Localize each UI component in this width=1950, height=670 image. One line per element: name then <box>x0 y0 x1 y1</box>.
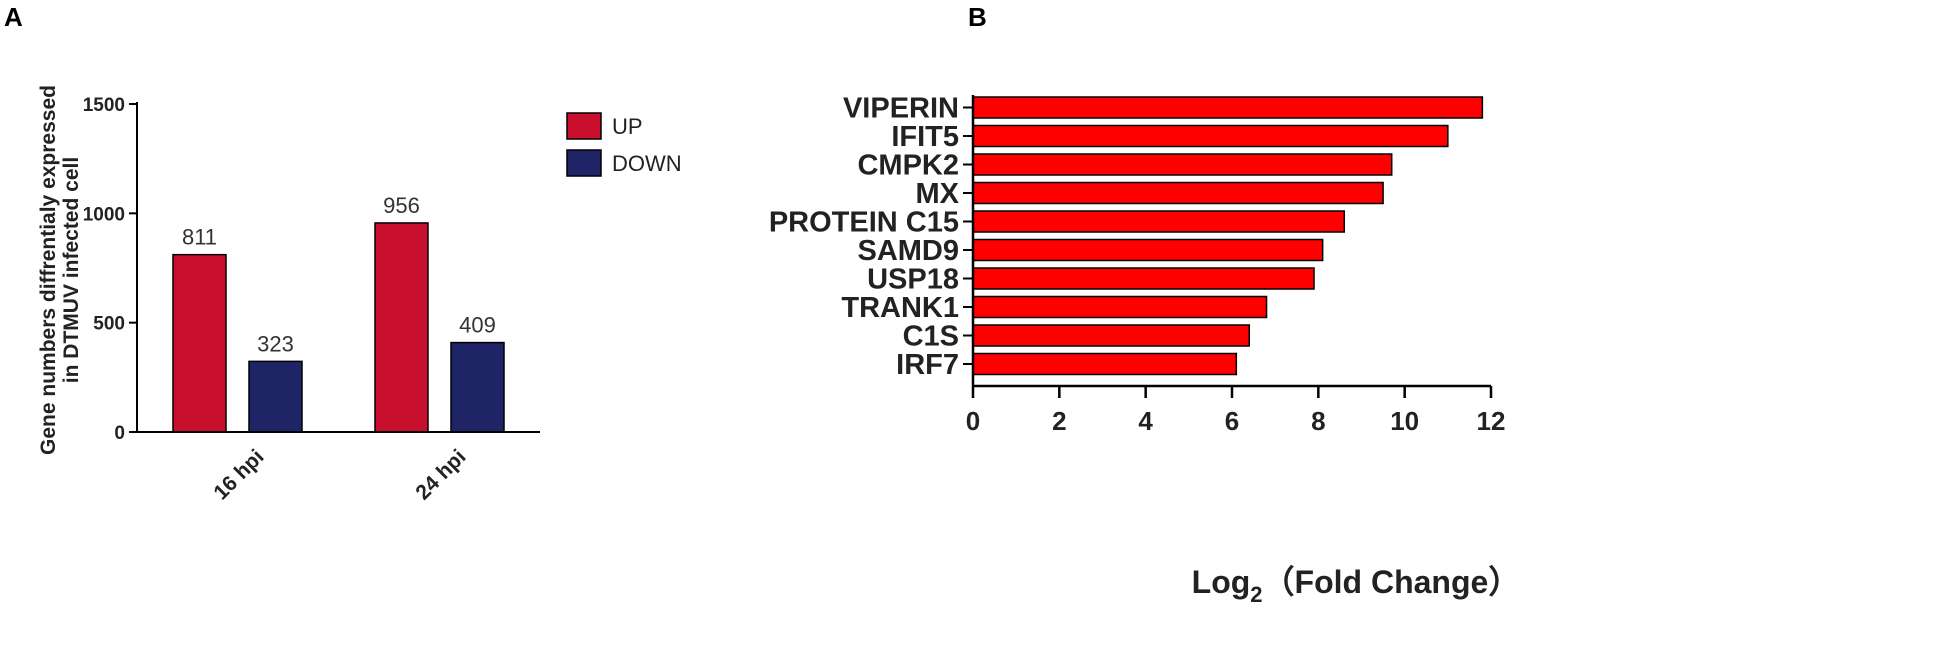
legend-label-up: UP <box>612 114 643 139</box>
x-tick-label-8: 8 <box>1311 406 1325 436</box>
panel-a-label: A <box>4 2 23 32</box>
x-axis-label-subscript: 2 <box>1250 582 1262 607</box>
gene-label-usp18: USP18 <box>867 264 959 296</box>
panel-a-bars <box>172 222 505 433</box>
y-tick-label-1000: 1000 <box>83 204 125 225</box>
bar-down-24-hpi <box>450 341 505 433</box>
bar-c1s <box>972 324 1251 347</box>
y-tick-label-500: 500 <box>93 314 125 335</box>
x-tick-label-12: 12 <box>1477 406 1506 436</box>
gene-label-viperin: VIPERIN <box>843 93 959 125</box>
y-tick-label-1500: 1500 <box>83 95 125 116</box>
bar-protein-c15 <box>972 210 1345 233</box>
legend-swatch-down <box>566 149 602 177</box>
x-axis-label-log: Log <box>1192 564 1251 600</box>
panel-a-y-axis-label-line-2: in DTMUV infected cell <box>60 157 83 383</box>
gene-label-protein-c15: PROTEIN C15 <box>769 207 959 239</box>
data-label-up-16-hpi: 811 <box>182 225 217 250</box>
bar-up-16-hpi <box>172 253 227 433</box>
gene-label-c1s: C1S <box>903 321 959 353</box>
category-label-24-hpi: 24 hpi <box>411 445 470 504</box>
gene-label-cmpk2: CMPK2 <box>857 150 959 182</box>
data-label-down-16-hpi: 323 <box>257 331 294 356</box>
x-tick-label-4: 4 <box>1138 406 1153 436</box>
gene-label-samd9: SAMD9 <box>857 235 959 267</box>
bar-down-16-hpi <box>248 360 303 433</box>
bar-usp18 <box>972 267 1315 290</box>
panel-a-category-labels: 16 hpi 24 hpi <box>209 445 470 504</box>
legend-swatch-up <box>566 112 602 140</box>
bar-cmpk2 <box>972 153 1393 176</box>
panel-b-bars <box>972 96 1484 376</box>
panel-a-y-ticks: 0 500 1000 1500 <box>83 95 137 444</box>
y-tick-label-0: 0 <box>114 423 125 444</box>
bar-up-24-hpi <box>374 222 429 433</box>
panel-a-data-labels: 811 956 323 409 <box>182 193 496 356</box>
panel-b-label: B <box>968 2 987 32</box>
bar-trank1 <box>972 295 1268 319</box>
x-axis-label-fold-change: （Fold Change） <box>1263 564 1521 600</box>
panel-a-legend: UP DOWN <box>566 112 682 177</box>
data-label-up-24-hpi: 956 <box>383 193 420 218</box>
gene-label-ifit5: IFIT5 <box>891 121 959 153</box>
gene-label-trank1: TRANK1 <box>841 292 959 324</box>
gene-label-irf7: IRF7 <box>896 349 959 381</box>
bar-mx <box>972 181 1384 205</box>
x-tick-label-0: 0 <box>966 406 980 436</box>
bar-ifit5 <box>972 124 1449 148</box>
panel-a: A Gene numbers diffrentialy expressed in… <box>4 2 682 504</box>
x-tick-label-6: 6 <box>1225 406 1239 436</box>
panel-a-y-axis-label-line-1: Gene numbers diffrentialy expressed <box>37 85 60 455</box>
gene-label-mx: MX <box>916 178 960 210</box>
panel-b-x-ticks: 0 2 4 6 8 10 12 <box>966 386 1506 436</box>
category-label-16-hpi: 16 hpi <box>209 445 268 504</box>
x-tick-label-10: 10 <box>1390 406 1419 436</box>
bar-viperin <box>972 96 1484 119</box>
legend-label-down: DOWN <box>612 151 682 176</box>
x-tick-label-2: 2 <box>1052 406 1066 436</box>
bar-irf7 <box>972 352 1238 376</box>
bar-samd9 <box>972 238 1324 262</box>
data-label-down-24-hpi: 409 <box>459 313 496 338</box>
panel-b-x-axis-label: Log2（Fold Change） <box>1192 564 1521 607</box>
